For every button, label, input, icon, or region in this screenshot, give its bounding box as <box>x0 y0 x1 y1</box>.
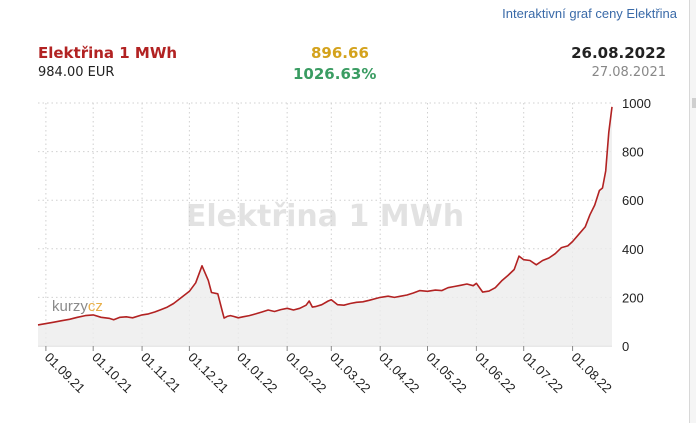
date-current: 26.08.2022 <box>571 44 666 62</box>
x-tick-label: 01.07.22 <box>520 350 566 396</box>
price-change-percent: 1026.63% <box>293 65 377 83</box>
x-tick-label: 01.01.22 <box>234 350 280 396</box>
series-area <box>38 106 612 347</box>
interactive-chart-link[interactable]: Interaktivní graf ceny Elektřina <box>502 6 677 21</box>
current-price: 984.00 EUR <box>38 65 115 80</box>
x-tick-label: 01.10.21 <box>89 350 135 396</box>
x-tick-label: 01.12.21 <box>185 350 231 396</box>
x-tick-label: 01.02.22 <box>283 350 329 396</box>
y-tick-label: 0 <box>622 339 629 354</box>
x-tick-label: 01.08.22 <box>568 350 614 396</box>
kurzy-logo: kurzycz <box>52 298 103 315</box>
x-tick-label: 01.05.22 <box>423 350 469 396</box>
x-tick-label: 01.04.22 <box>376 350 422 396</box>
y-tick-label: 600 <box>622 193 644 208</box>
y-tick-label: 200 <box>622 290 644 305</box>
y-tick-label: 1000 <box>622 96 651 111</box>
x-tick-label: 01.11.21 <box>138 350 184 396</box>
date-start: 27.08.2021 <box>591 65 666 80</box>
x-tick-label: 01.06.22 <box>472 350 518 396</box>
x-tick-label: 01.09.21 <box>42 350 88 396</box>
y-tick-label: 400 <box>622 242 644 257</box>
commodity-title: Elektřina 1 MWh <box>38 44 178 62</box>
chart-watermark: Elektřina 1 MWh <box>186 199 464 234</box>
series-line <box>37 106 613 326</box>
scrollbar-handle[interactable] <box>692 98 696 108</box>
x-tick-label: 01.03.22 <box>327 350 373 396</box>
y-tick-label: 800 <box>622 145 644 160</box>
price-change: 896.66 <box>311 44 369 62</box>
